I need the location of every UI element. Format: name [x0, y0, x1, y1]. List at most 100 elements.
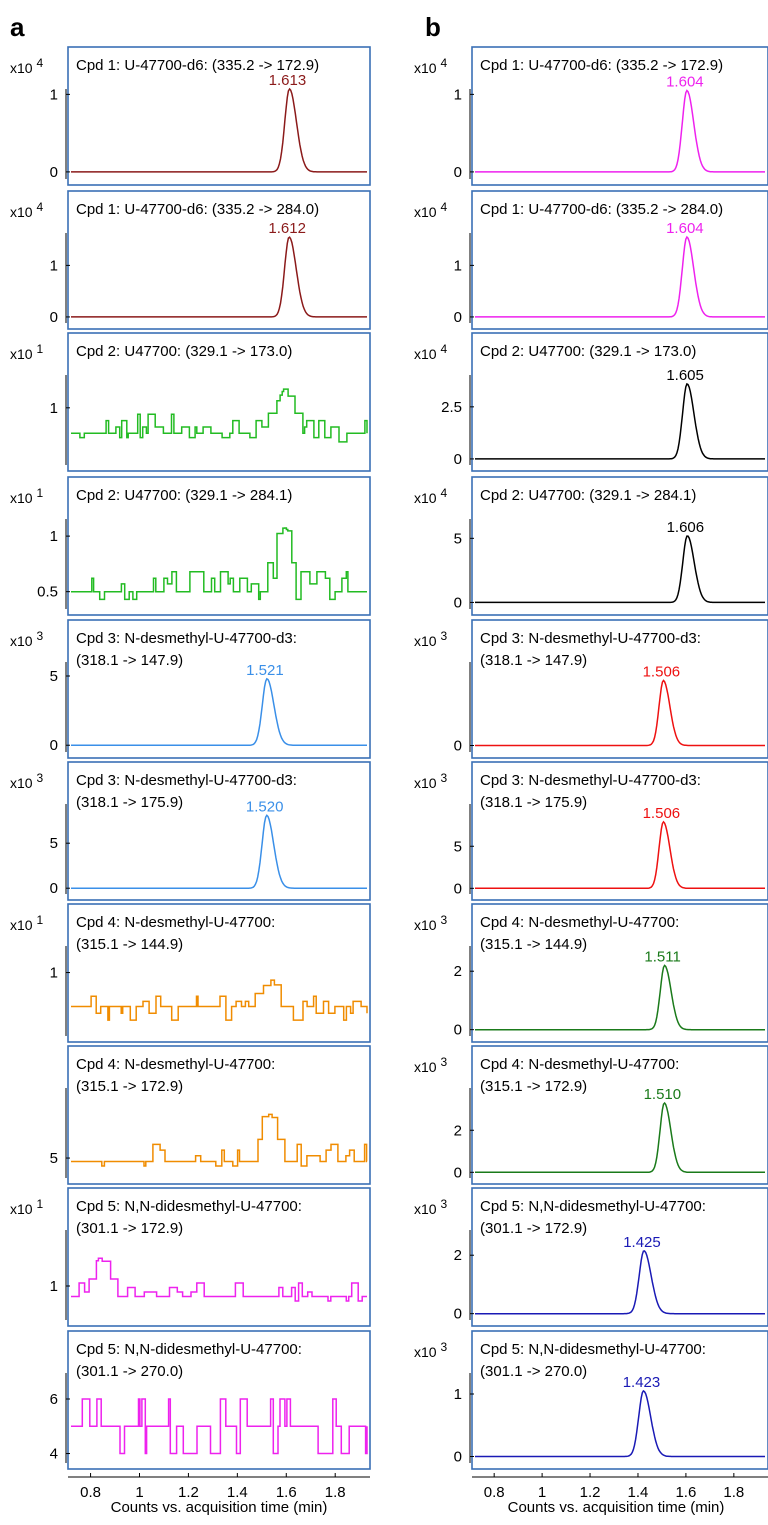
chart-b5: x10 3 0 Cpd 3: N-desmethyl-U-47700-d3: (318… [414, 619, 768, 759]
y-tick-label: 0 [454, 164, 462, 181]
panel-frame [67, 476, 371, 616]
y-tick-label: 0 [50, 164, 58, 181]
chart-b8: x10 3 2 0 Cpd 4: N-desmethyl-U-47700: (315.1… [414, 1045, 768, 1185]
x-tick-label: 1.2 [178, 1484, 199, 1501]
y-tick-label: 1 [50, 528, 58, 545]
x-tick-label: 1.8 [723, 1484, 744, 1501]
y-tick-label: 0 [454, 594, 462, 611]
y-scale-label: x10 4 [414, 342, 447, 362]
chart-b6: x10 3 5 0 Cpd 3: N-desmethyl-U-47700-d3: (31… [414, 761, 768, 901]
chart-title: Cpd 5: N,N-didesmethyl-U-47700: [480, 1198, 706, 1215]
panel-frame [67, 46, 371, 186]
x-tick-label: 1.6 [675, 1484, 696, 1501]
trace-line [475, 1101, 765, 1174]
panel-frame [67, 1045, 371, 1185]
chart-title: Cpd 1: U-47700-d6: (335.2 -> 172.9) [76, 57, 319, 74]
y-tick-label: 0 [454, 880, 462, 897]
y-tick-label: 5 [50, 835, 58, 852]
y-tick-label: 2 [454, 963, 462, 980]
y-tick-label: 1 [50, 965, 58, 982]
y-tick-label: 0 [454, 1164, 462, 1181]
trace-line [71, 1113, 368, 1167]
trace-line [71, 236, 367, 318]
chart-b1: x10 4 1 0 Cpd 1: U-47700-d6: (335.2 -> 172.… [414, 46, 768, 186]
y-tick-label: 0.5 [37, 584, 58, 601]
y-scale-label: x10 1 [10, 1197, 43, 1217]
y-scale-label: x10 3 [414, 1340, 447, 1360]
y-tick-label: 1 [454, 1386, 462, 1403]
y-scale-label: x10 3 [414, 1197, 447, 1217]
x-tick-label: 1.4 [628, 1484, 649, 1501]
panel-frame [471, 1187, 768, 1327]
chart-title: Cpd 1: U-47700-d6: (335.2 -> 284.0) [480, 201, 723, 218]
y-tick-label: 5 [454, 530, 462, 547]
y-tick-label: 2 [454, 1247, 462, 1264]
chart-title: Cpd 3: N-desmethyl-U-47700-d3: [76, 772, 297, 789]
chart-title: Cpd 2: U47700: (329.1 -> 284.1) [480, 487, 696, 504]
peak-label: 1.605 [666, 367, 704, 384]
panel-frame [471, 761, 768, 901]
chart-b4: x10 4 5 0 Cpd 2: U47700: (329.1 -> 284.1) 1.… [414, 476, 768, 616]
y-tick-label: 0 [454, 1022, 462, 1039]
y-tick-label: 0 [454, 1306, 462, 1323]
chart-a8: 5 Cpd 4: N-desmethyl-U-47700: (315.1 -> 17… [50, 1045, 371, 1185]
y-scale-label: x10 4 [10, 56, 43, 76]
chart-b2: x10 4 1 0 Cpd 1: U-47700-d6: (335.2 -> 284.… [414, 190, 768, 330]
peak-label: 1.425 [623, 1234, 661, 1251]
y-scale-label: x10 1 [10, 913, 43, 933]
peak-label: 1.520 [246, 798, 284, 815]
y-scale-label: x10 3 [414, 629, 447, 649]
x-tick-label: 1 [538, 1484, 546, 1501]
trace-line [475, 535, 765, 604]
trace-line [475, 1389, 765, 1458]
peak-label: 1.612 [268, 220, 306, 237]
trace-line [475, 235, 765, 318]
y-tick-label: 2.5 [441, 399, 462, 416]
y-tick-label: 0 [454, 309, 462, 326]
x-tick-label: 1.6 [276, 1484, 297, 1501]
trace-line [475, 89, 765, 173]
y-tick-label: 6 [50, 1391, 58, 1408]
chart-title: Cpd 5: N,N-didesmethyl-U-47700: [480, 1341, 706, 1358]
y-tick-label: 5 [50, 668, 58, 685]
x-tick-label: 1.2 [580, 1484, 601, 1501]
chart-title: Cpd 4: N-desmethyl-U-47700: [76, 1056, 275, 1073]
chart-a7: x10 1 1 Cpd 4: N-desmethyl-U-47700: (315.1 … [10, 903, 371, 1043]
y-tick-label: 1 [454, 86, 462, 103]
chart-title: (315.1 -> 144.9) [76, 936, 183, 953]
chart-title: Cpd 3: N-desmethyl-U-47700-d3: [480, 772, 701, 789]
y-scale-label: x10 4 [10, 200, 43, 220]
peak-label: 1.606 [667, 519, 705, 536]
x-tick-label: 1.8 [325, 1484, 346, 1501]
panel-frame [471, 1045, 768, 1185]
trace-line [475, 1250, 765, 1315]
chart-b10: x10 3 1 0 Cpd 5: N,N-didesmethyl-U-47700: (3… [414, 1330, 768, 1470]
chart-panels: x10 4 1 0 Cpd 1: U-47700-d6: (335.2 -> 172.… [10, 46, 768, 1516]
y-scale-label: x10 4 [414, 56, 447, 76]
peak-label: 1.510 [644, 1086, 682, 1103]
y-scale-label: x10 1 [10, 342, 43, 362]
y-scale-label: x10 3 [10, 629, 43, 649]
trace-line [475, 820, 765, 890]
y-tick-label: 0 [50, 880, 58, 897]
chart-title: (301.1 -> 172.9) [480, 1220, 587, 1237]
y-tick-label: 5 [454, 838, 462, 855]
y-scale-label: x10 1 [10, 486, 43, 506]
y-tick-label: 0 [454, 451, 462, 468]
y-tick-label: 4 [50, 1446, 58, 1463]
y-tick-label: 1 [50, 257, 58, 274]
trace-line [71, 677, 367, 746]
chart-b9: x10 3 2 0 Cpd 5: N,N-didesmethyl-U-47700: (3… [414, 1187, 768, 1327]
chart-title: Cpd 3: N-desmethyl-U-47700-d3: [76, 630, 297, 647]
trace-line [71, 527, 367, 601]
panel-label-b: b [425, 12, 441, 42]
peak-label: 1.506 [643, 664, 681, 681]
chart-title: (318.1 -> 147.9) [76, 652, 183, 669]
x-tick-label: 0.8 [484, 1484, 505, 1501]
panel-frame [67, 1330, 371, 1470]
panel-frame [471, 903, 768, 1043]
trace-line [71, 814, 367, 889]
chart-title: Cpd 5: N,N-didesmethyl-U-47700: [76, 1341, 302, 1358]
chart-a2: x10 4 1 0 Cpd 1: U-47700-d6: (335.2 -> 284.… [10, 190, 371, 330]
